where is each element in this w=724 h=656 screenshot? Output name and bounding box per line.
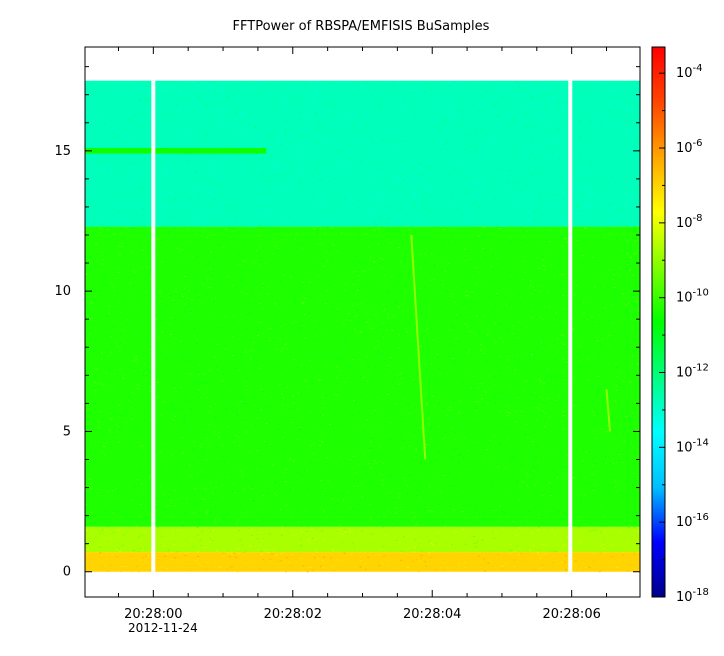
y-tick-label: 5 — [63, 424, 71, 439]
emission-streak — [605, 389, 612, 432]
y-tick-label: 0 — [63, 565, 71, 580]
colorbar-tick-label: 10-18 — [676, 587, 709, 605]
spectrogram-features — [85, 148, 612, 460]
colorbar-tick-label: 10-16 — [676, 512, 709, 530]
y-tick-label: 15 — [54, 144, 71, 159]
spectrogram-bands — [85, 80, 640, 573]
x-tick-label: 20:28:02 — [264, 607, 322, 622]
colorbar-tick-label: 10-4 — [676, 63, 703, 81]
colorbar — [651, 46, 666, 598]
y-tick-label: 10 — [54, 284, 71, 299]
colorbar-tick-label: 10-6 — [676, 138, 703, 156]
data-gap — [568, 80, 573, 572]
colorbar-tick-label: 10-12 — [676, 363, 709, 381]
colorbar-tick-label: 10-10 — [676, 288, 709, 306]
y-axis: 0 5 10 15 — [54, 66, 640, 580]
colorbar-tick-label: 10-8 — [676, 213, 703, 231]
chart-title: FFTPower of RBSPA/EMFISIS BuSamples — [233, 19, 490, 34]
spectrogram-band — [85, 80, 640, 227]
x-tick-label: 20:28:04 — [403, 607, 461, 622]
x-axis-date-label: 2012-11-24 — [128, 621, 198, 635]
spectral-line — [85, 148, 267, 154]
x-tick-label: 20:28:00 — [124, 607, 182, 622]
colorbar-axis: 10-4 10-6 10-8 10-10 10-12 10-14 10-16 10-18 — [659, 63, 709, 605]
plot-area — [85, 47, 640, 597]
data-gap — [151, 80, 156, 572]
spectrogram-noise — [85, 80, 640, 573]
data-gaps — [151, 80, 573, 572]
x-axis: 20:28:00 20:28:02 20:28:04 20:28:06 — [117, 47, 608, 622]
x-tick-label: 20:28:06 — [542, 607, 600, 622]
emission-streak — [410, 234, 427, 460]
colorbar-tick-label: 10-14 — [676, 437, 709, 455]
